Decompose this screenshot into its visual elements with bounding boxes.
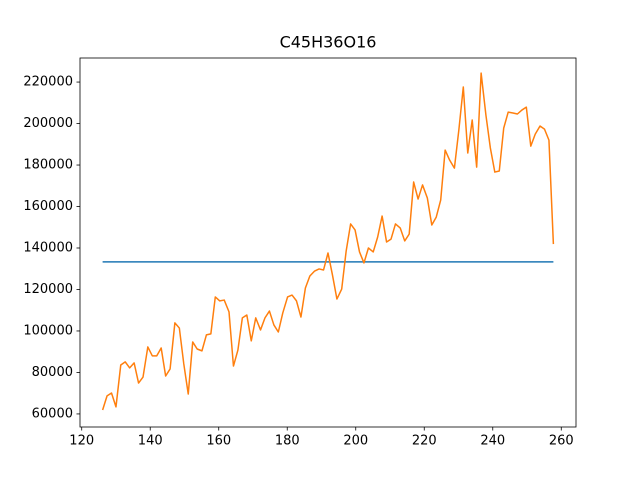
y-tick-label: 220000 <box>23 75 73 90</box>
y-tick-label: 100000 <box>23 323 73 338</box>
x-tick-label: 180 <box>275 434 300 449</box>
y-tick-label: 140000 <box>23 240 73 255</box>
x-tick-label: 200 <box>343 434 368 449</box>
y-tick-label: 200000 <box>23 116 73 131</box>
x-tick-label: 260 <box>549 434 574 449</box>
chart-title: C45H36O16 <box>280 33 377 52</box>
x-tick-label: 140 <box>138 434 163 449</box>
y-tick-label: 180000 <box>23 158 73 173</box>
x-tick-label: 120 <box>69 434 94 449</box>
x-tick-label: 220 <box>412 434 437 449</box>
y-tick-label: 120000 <box>23 282 73 297</box>
data-line <box>101 72 555 411</box>
x-tick-label: 240 <box>480 434 505 449</box>
y-tick-label: 60000 <box>32 406 73 421</box>
y-tick-label: 80000 <box>32 365 73 380</box>
y-tick-label: 160000 <box>23 199 73 214</box>
plot-frame <box>79 57 577 428</box>
x-tick-label: 160 <box>206 434 231 449</box>
